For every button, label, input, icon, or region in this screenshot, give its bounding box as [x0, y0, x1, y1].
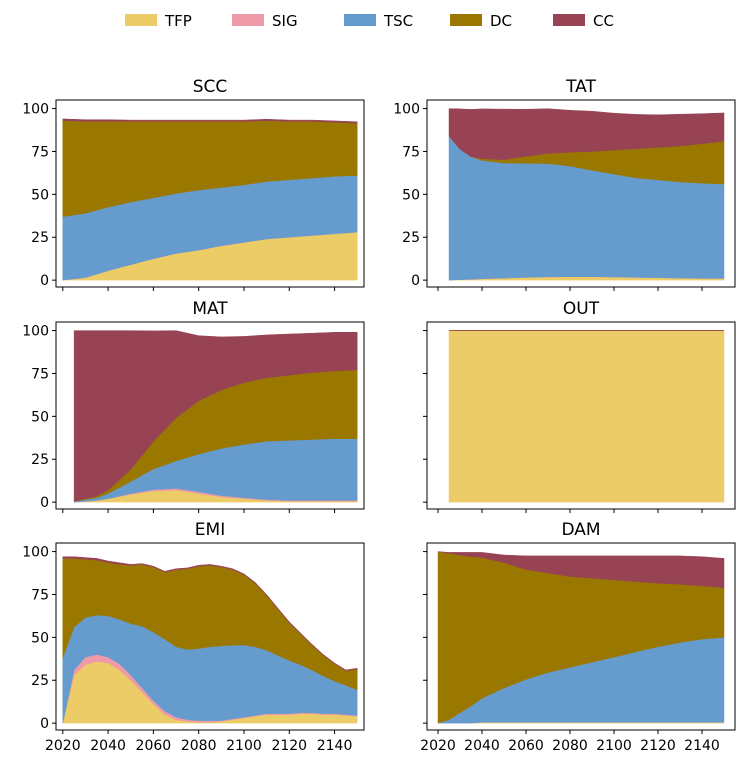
legend-label-cc: CC [593, 12, 614, 30]
legend-label-sig: SIG [272, 12, 298, 30]
legend-item-dc: DC [450, 12, 512, 30]
xtick-label: 2060 [508, 738, 544, 754]
ytick-label: 75 [31, 144, 49, 160]
legend-swatch-dc [450, 14, 482, 26]
ytick-label: 100 [22, 102, 49, 118]
ytick-label: 50 [31, 630, 49, 646]
subplot-tat: TAT 0 25 50 75 100 [393, 77, 736, 291]
legend-swatch-cc [553, 14, 585, 26]
area-scc-cc [62, 118, 358, 124]
legend-swatch-tsc [344, 14, 376, 26]
ytick-label: 100 [393, 102, 420, 118]
ytick-label: 75 [31, 366, 49, 382]
subplot-out: OUT [423, 299, 736, 513]
subplot-mat: MAT 0 25 50 75 100 [22, 299, 365, 513]
xtick-label: 2120 [640, 738, 676, 754]
legend-item-sig: SIG [232, 12, 298, 30]
ytick-label: 0 [411, 273, 420, 289]
plot-frame-emi [55, 542, 365, 731]
ytick-label: 100 [22, 324, 49, 340]
plot-frame-mat [55, 321, 365, 510]
plot-frame-scc [55, 99, 365, 288]
subplot-title-emi: EMI [195, 520, 225, 540]
ytick-label: 0 [40, 716, 49, 732]
xtick-label: 2020 [45, 738, 81, 754]
plot-frame-out [426, 321, 736, 510]
subplot-title-mat: MAT [192, 299, 228, 319]
legend-label-dc: DC [490, 12, 512, 30]
xtick-label: 2080 [181, 738, 217, 754]
ytick-label: 0 [40, 495, 49, 511]
subplot-emi: EMI 0 25 50 75 100 2020 2040 2060 2080 2100 2120 214… [22, 520, 365, 754]
legend-item-tsc: TSC [344, 12, 413, 30]
subplot-title-tat: TAT [565, 77, 596, 97]
area-out-tfp [448, 330, 725, 503]
subplot-title-dam: DAM [561, 520, 600, 540]
xtick-label: 2100 [596, 738, 632, 754]
area-tat-cc [448, 108, 725, 160]
plot-frame-dam [426, 542, 736, 731]
area-emi-cc [62, 556, 358, 672]
ytick-label: 25 [31, 673, 49, 689]
subplot-title-scc: SCC [193, 77, 228, 97]
legend-swatch-tfp [125, 14, 157, 26]
legend-item-cc: CC [553, 12, 614, 30]
ytick-label: 75 [402, 144, 420, 160]
xtick-label: 2140 [317, 738, 353, 754]
ytick-label: 25 [31, 452, 49, 468]
ytick-label: 0 [40, 273, 49, 289]
xtick-label: 2060 [136, 738, 172, 754]
legend: TFP SIG TSC DC CC [125, 12, 614, 30]
ytick-label: 50 [402, 187, 420, 203]
subplots-grid: SCC 0 25 50 75 100 TAT 0 25 50 75 100 MAT 0 25 50 75 100 O… [22, 77, 736, 754]
xtick-label: 2080 [552, 738, 588, 754]
ytick-label: 50 [31, 409, 49, 425]
legend-label-tfp: TFP [164, 12, 192, 30]
xtick-label: 2040 [464, 738, 500, 754]
subplot-title-out: OUT [563, 299, 600, 319]
legend-item-tfp: TFP [125, 12, 192, 30]
legend-label-tsc: TSC [383, 12, 413, 30]
plot-frame-tat [426, 99, 736, 288]
area-dam-cc [437, 551, 725, 588]
xtick-label: 2140 [684, 738, 720, 754]
xtick-label: 2120 [271, 738, 307, 754]
ytick-label: 25 [402, 230, 420, 246]
xtick-label: 2040 [90, 738, 126, 754]
ytick-label: 100 [22, 545, 49, 561]
subplot-scc: SCC 0 25 50 75 100 [22, 77, 365, 291]
xtick-label: 2020 [420, 738, 456, 754]
legend-swatch-sig [232, 14, 264, 26]
ytick-label: 50 [31, 187, 49, 203]
ytick-label: 25 [31, 230, 49, 246]
ytick-label: 75 [31, 587, 49, 603]
subplot-dam: DAM 2020 2040 2060 2080 2100 2120 2140 [420, 520, 736, 754]
area-mat-cc [73, 330, 358, 502]
xtick-label: 2100 [226, 738, 262, 754]
